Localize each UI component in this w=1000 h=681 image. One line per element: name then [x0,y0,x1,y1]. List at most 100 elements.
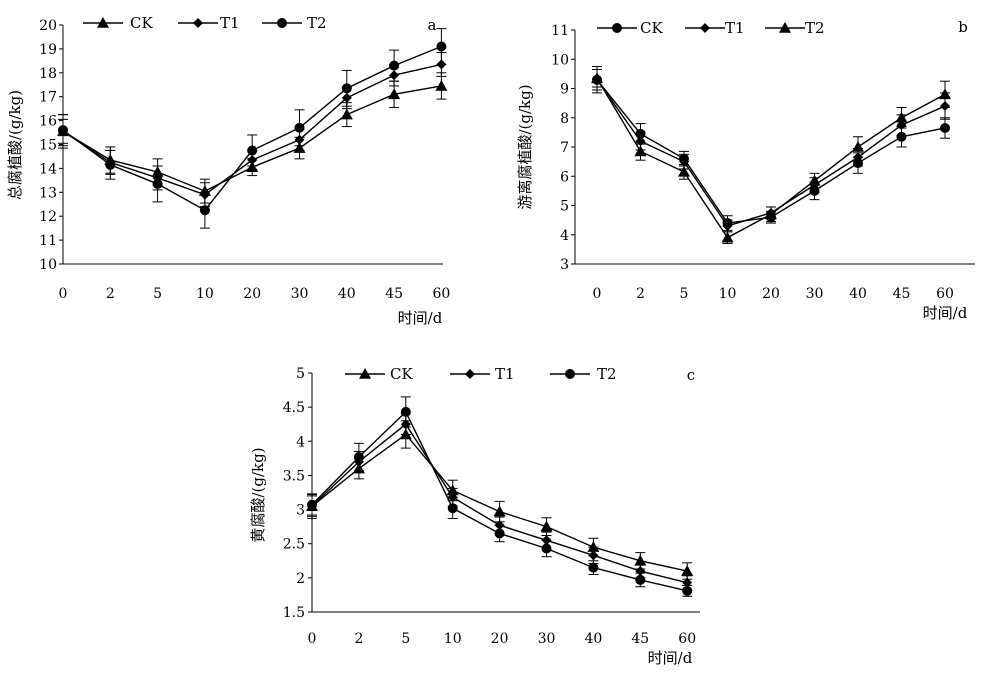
x-tick-label: 20 [491,631,509,647]
y-tick-label: 12 [39,209,57,225]
y-tick-label: 16 [39,114,57,130]
x-axis-label: 时间/d [398,309,443,327]
y-tick-label: 4 [296,434,305,450]
data-point [591,72,603,84]
data-point [307,499,317,510]
data-point [939,88,951,100]
series-line [596,79,946,224]
y-axis-label: 黄腐酸/(g/kg) [249,447,267,542]
data-point [722,220,733,231]
x-tick-label: 2 [636,286,645,302]
legend-label: T2 [597,365,617,383]
x-tick-label: 5 [153,286,162,302]
x-tick-label: 60 [678,631,696,647]
data-point [388,88,401,100]
legend-marker [277,18,287,28]
legend-label: T2 [307,14,327,32]
legend-label: CK [130,14,153,32]
series-T2: T2 [591,19,951,245]
data-point [294,122,305,133]
x-tick-label: 2 [354,631,363,647]
y-tick-label: 4.5 [283,400,305,416]
data-point [587,541,600,552]
legend-label: CK [390,365,413,383]
data-point [447,492,458,503]
legend-marker [565,369,575,379]
x-tick-label: 10 [719,286,737,302]
x-tick-label: 10 [196,286,214,302]
x-tick-label: 20 [762,286,780,302]
x-tick-label: 45 [385,286,403,302]
legend-marker [193,18,203,28]
data-point [341,83,352,94]
y-tick-label: 10 [551,52,569,68]
data-point [353,451,364,462]
data-point [105,159,116,170]
data-point [588,562,599,573]
data-point [493,505,506,517]
data-point [58,125,68,136]
x-tick-label: 5 [680,286,689,302]
y-axis-label: 总腐植酸/(g/kg) [6,90,24,200]
legend-label: T1 [725,19,745,37]
x-tick-label: 0 [59,286,68,302]
chart-panel-c: 1.5 2 2.5 3 3.5 4 4.5 5 0 2 5 10 20 30 40 45 60 时间/d 黄腐酸/(… [249,365,700,667]
y-tick-label: 11 [39,233,57,249]
data-point [765,208,777,220]
legend-label: T2 [805,19,825,37]
x-tick-label: 20 [243,286,261,302]
series-CK: CK [57,14,448,204]
y-tick-label: 1.5 [283,605,305,621]
y-tick-label: 3 [560,257,569,273]
chart-panel-a: 10 11 12 13 14 15 16 17 18 19 20 0 2 5 10 20 30 40 45 60 时间/… [6,14,450,327]
legend-marker [779,22,791,33]
data-point [634,554,647,566]
legend-label: T1 [220,14,240,32]
y-tick-label: 2 [296,571,305,587]
y-tick-label: 17 [39,90,57,106]
x-tick-label: 40 [584,631,602,647]
data-point [494,528,505,539]
legend-label: CK [640,19,663,37]
x-axis-label: 时间/d [648,649,693,667]
data-point [682,585,693,596]
y-tick-label: 5 [560,199,569,215]
y-tick-label: 15 [39,138,57,154]
x-tick-label: 30 [538,631,556,647]
series-T2: T2 [307,365,693,597]
y-tick-label: 3.5 [283,468,305,484]
y-tick-label: 9 [560,82,569,98]
y-tick-label: 2.5 [283,537,305,553]
y-tick-label: 20 [39,18,57,34]
x-tick-label: 10 [444,631,462,647]
data-point [541,543,552,554]
data-point [540,520,553,532]
series-T2: T2 [58,14,447,229]
y-tick-label: 5 [296,366,305,382]
series-CK: CK [306,365,694,580]
data-point [852,141,864,152]
y-tick-label: 3 [296,503,305,519]
panel-letter: b [958,18,968,36]
legend-marker [97,17,109,28]
data-point [199,205,210,216]
x-tick-label: 30 [291,286,309,302]
legend-marker [465,369,475,379]
x-axis-label: 时间/d [923,304,968,322]
x-tick-label: 45 [631,631,649,647]
series-T1: T1 [592,19,950,233]
series-line [62,45,442,212]
data-point [895,111,908,123]
x-tick-label: 45 [893,286,911,302]
series-CK: CK [592,19,950,231]
x-tick-label: 0 [593,286,602,302]
y-tick-label: 11 [551,23,569,39]
data-point [678,165,690,177]
y-tick-label: 10 [39,257,57,273]
x-tick-label: 60 [936,286,954,302]
data-point [389,60,400,71]
data-point [635,574,646,585]
data-point [340,108,353,120]
data-point [634,145,647,157]
